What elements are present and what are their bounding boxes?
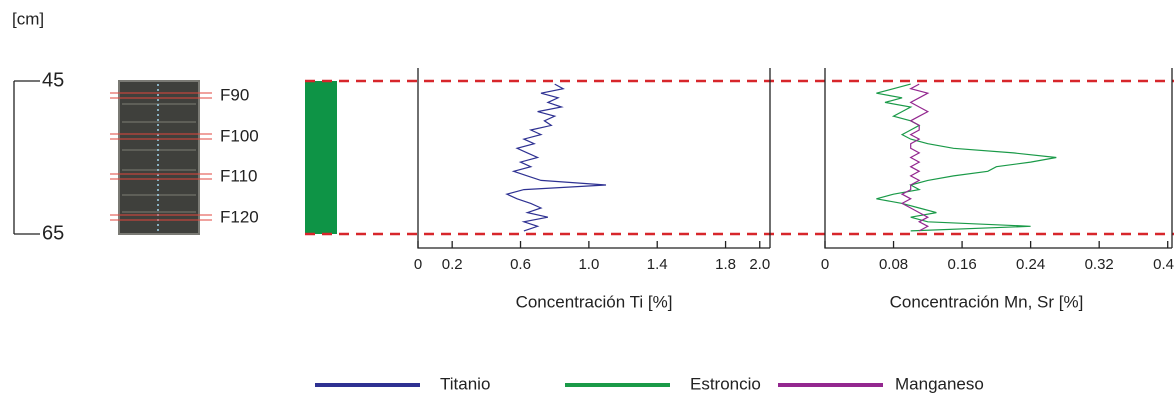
y-axis-label: [cm]	[12, 9, 44, 28]
core-marker	[110, 92, 212, 99]
x-axis-label: Concentración Ti [%]	[516, 292, 673, 311]
core-label: F120	[220, 207, 259, 226]
x-tick-label: 2.0	[749, 256, 770, 273]
x-tick-label: 0.08	[879, 256, 908, 273]
legend-label: Titanio	[440, 374, 490, 393]
y-tick-label: 65	[42, 222, 64, 244]
profile-line	[876, 83, 1057, 232]
zone-bar	[305, 81, 337, 234]
x-tick-label: 1.0	[578, 256, 599, 273]
panel-frame	[824, 68, 1173, 249]
core-label: F90	[220, 85, 249, 104]
panel-frame	[417, 68, 771, 249]
core-marker	[110, 133, 212, 140]
legend-label: Estroncio	[690, 374, 761, 393]
y-tick-label: 45	[42, 69, 64, 91]
x-tick-label: 0.2	[442, 256, 463, 273]
x-tick-label: 0.24	[1016, 256, 1045, 273]
core-label: F110	[220, 166, 258, 185]
profile-line	[900, 83, 930, 232]
core-marker	[110, 214, 212, 221]
core-image	[118, 80, 200, 235]
legend-label: Manganeso	[895, 374, 984, 393]
x-tick-label: 1.8	[715, 256, 736, 273]
x-tick-label: 0	[414, 256, 422, 273]
x-tick-label: 0.16	[947, 256, 976, 273]
core-marker	[110, 173, 212, 180]
x-tick-label: 1.4	[647, 256, 668, 273]
x-tick-label: 0	[821, 256, 829, 273]
x-tick-label: 0.6	[510, 256, 531, 273]
x-tick-label: 0.40	[1153, 256, 1174, 273]
profile-line	[505, 83, 607, 232]
x-axis-label: Concentración Mn, Sr [%]	[890, 292, 1084, 311]
x-tick-label: 0.32	[1085, 256, 1114, 273]
core-label: F100	[220, 126, 259, 145]
